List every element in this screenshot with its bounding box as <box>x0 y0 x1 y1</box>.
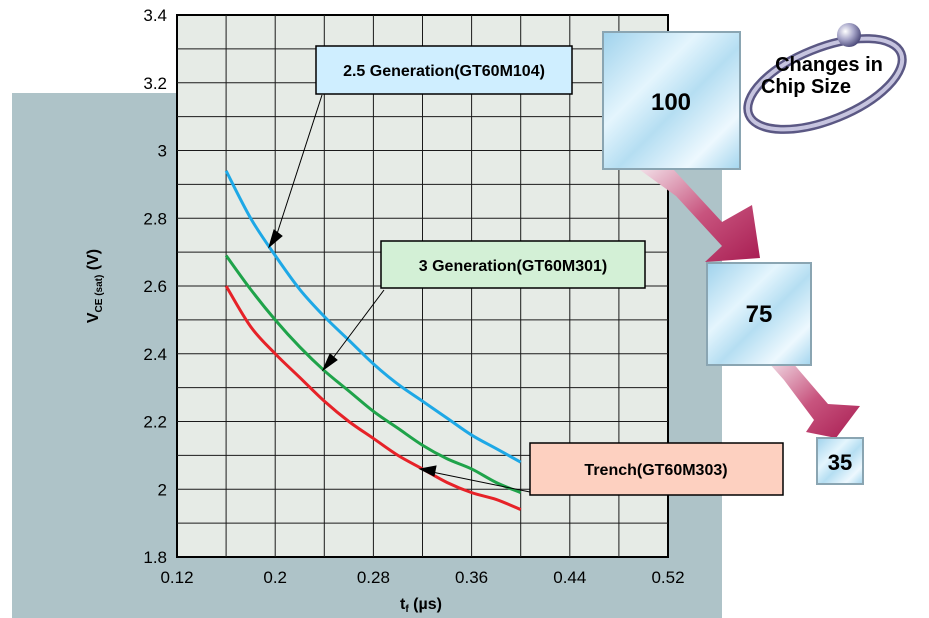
y-tick-label: 3 <box>158 142 167 161</box>
chip-35-label: 35 <box>828 450 852 475</box>
badge-title-line1: Changes in <box>775 54 883 76</box>
callout-trench-label: Trench(GT60M303) <box>584 462 727 479</box>
x-tick-label: 0.2 <box>263 568 287 587</box>
shrink-arrow-2 <box>768 362 860 438</box>
chip-size-badge: Changes in Chip Size <box>735 20 914 148</box>
callout-3-generation: 3 Generation(GT60M301) <box>381 241 645 288</box>
x-tick-label: 0.28 <box>357 568 390 587</box>
badge-sphere-icon <box>837 23 861 47</box>
x-axis-label-unit: (µs) <box>413 596 442 613</box>
y-tick-label: 2 <box>158 480 167 499</box>
callout-25-generation: 2.5 Generation(GT60M104) <box>316 46 572 94</box>
y-axis-label-sub: CE (sat) <box>94 275 105 313</box>
chip-100-label: 100 <box>651 89 691 116</box>
y-tick-label: 3.2 <box>143 74 167 93</box>
callout-trench: Trench(GT60M303) <box>530 443 783 495</box>
y-tick-label: 3.4 <box>143 6 167 25</box>
chip-75-label: 75 <box>746 301 773 328</box>
y-tick-label: 2.2 <box>143 413 167 432</box>
x-tick-label: 0.52 <box>651 568 684 587</box>
y-tick-label: 1.8 <box>143 548 167 567</box>
callout-25-label: 2.5 Generation(GT60M104) <box>343 63 545 80</box>
callout-3-label: 3 Generation(GT60M301) <box>419 258 608 275</box>
y-tick-label: 2.6 <box>143 277 167 296</box>
badge-title-line2: Chip Size <box>761 76 851 98</box>
x-tick-label: 0.44 <box>553 568 586 587</box>
y-axis-label-unit: (V) <box>85 249 102 270</box>
y-tick-label: 2.8 <box>143 209 167 228</box>
x-tick-label: 0.36 <box>455 568 488 587</box>
y-tick-label: 2.4 <box>143 345 167 364</box>
y-axis-label-main: V <box>85 312 102 323</box>
x-tick-label: 0.12 <box>160 568 193 587</box>
